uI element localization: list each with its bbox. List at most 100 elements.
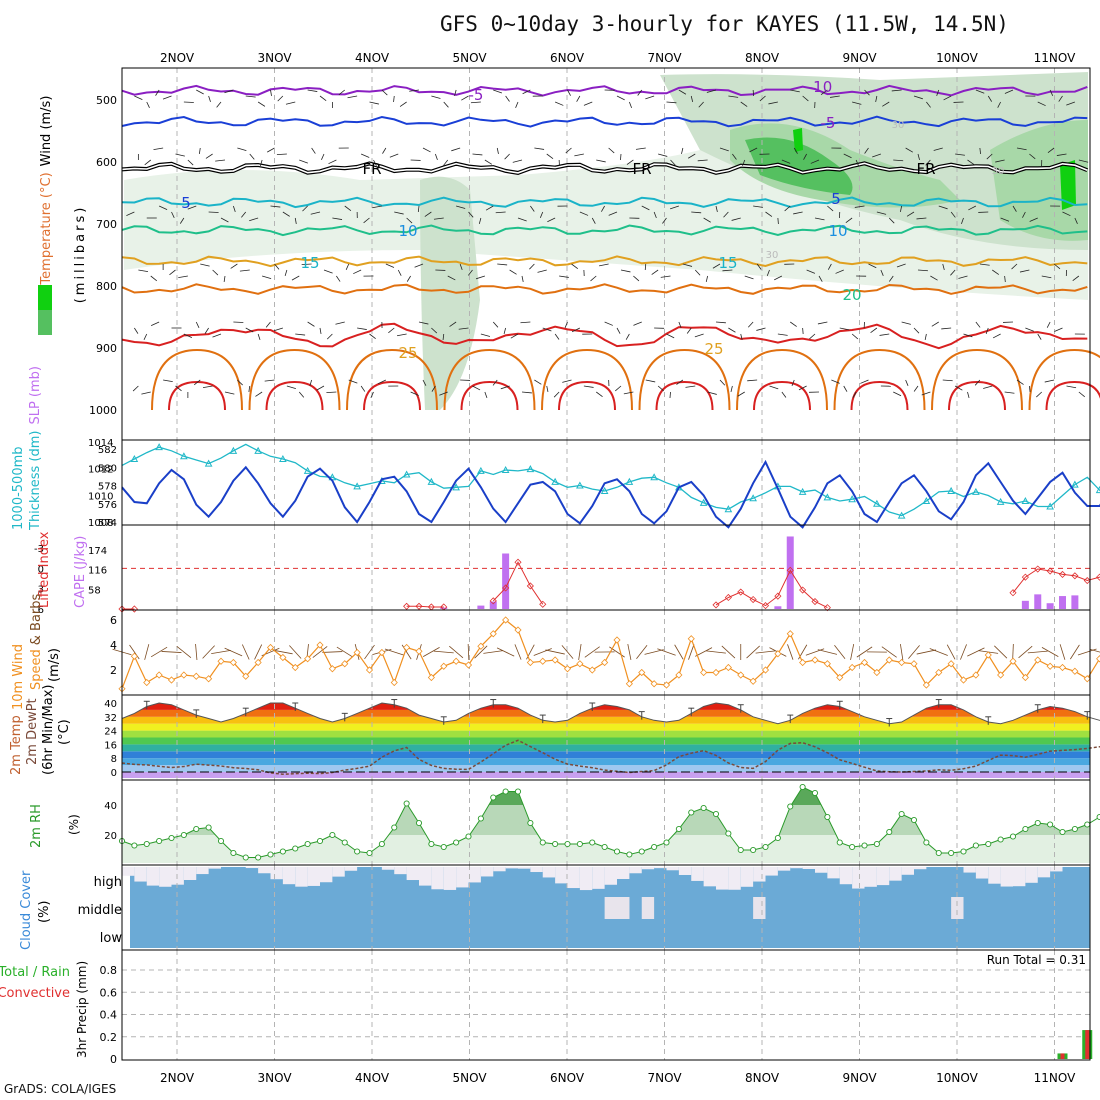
upper-wind-barb [277, 95, 284, 102]
upper-wind-barb [1066, 101, 1076, 106]
upper-wind-barb [220, 217, 229, 223]
upper-wind-barb [1004, 391, 1015, 394]
rh2m-line [121, 786, 1100, 858]
wind10m-point [675, 671, 683, 679]
rh2m-point [886, 828, 893, 836]
isotherm-10 [121, 224, 1088, 237]
rh2m-point [712, 810, 720, 818]
wind10m-point [576, 660, 584, 668]
text-layer: 2NOV 2NOV 3NOV 3NOV 4NOV 4NOV 5NOV 5NOV 6NOV 6NOV… [0, 51, 1086, 1085]
upper-wind-barb [485, 205, 494, 211]
upper-wind-barb [728, 327, 736, 333]
upper-wind-barb [852, 391, 857, 398]
upper-wind-barb [992, 269, 1000, 275]
upper-wind-barb [809, 333, 816, 340]
wind10m-barb [514, 644, 522, 660]
contour-label-17: 30 [992, 166, 1005, 177]
rh2m-point [910, 816, 918, 824]
rh2m-ylabel: 2m RH [29, 804, 44, 848]
cloud-high-clear [765, 867, 778, 876]
upper-wind-barb [410, 391, 419, 396]
rh2m-point [502, 788, 509, 795]
wind10m-barb [384, 648, 404, 656]
thickness-point [180, 452, 188, 460]
wind10m-point [848, 663, 856, 672]
li-point [427, 603, 435, 611]
thickness-point [204, 459, 213, 467]
upper-wind-barb [958, 275, 968, 279]
wind10m-point [514, 626, 522, 634]
rh2m-point [997, 836, 1004, 843]
rh2m-point [589, 839, 596, 846]
rh2m-point [465, 833, 472, 840]
upper-wind-barb [468, 211, 474, 218]
upper-wind-barb [521, 275, 524, 283]
upper-wind-barb [591, 217, 596, 224]
x-label-top-0: 2NOV [160, 51, 195, 65]
rh2m-point [292, 845, 299, 852]
temp2m-label-d: (°C) [57, 719, 72, 745]
upper-wind-barb [596, 159, 606, 163]
rh2m-point [811, 789, 819, 797]
upper-wind-barb [694, 333, 704, 338]
thickness-point [551, 477, 559, 485]
cloud-high-clear [183, 867, 197, 880]
upper-wind-barb [803, 153, 807, 160]
rh2m-point [960, 848, 967, 855]
li-point [526, 582, 534, 590]
upper-wind-barb [208, 211, 219, 213]
upper-wind-barb [1011, 263, 1018, 270]
upper-wind-barb [559, 275, 569, 278]
upper-wind-barb [424, 211, 432, 217]
cloud-high-clear [122, 867, 135, 876]
upper-wind-barb [451, 147, 461, 152]
contour-label-3: FR [362, 160, 381, 178]
upper-wind-barb [175, 385, 182, 392]
thickness-point [229, 446, 238, 454]
upper-wind-barb [662, 217, 667, 224]
wind10m-point [724, 663, 732, 672]
wind10m-point [167, 676, 176, 684]
thickness-point [353, 482, 361, 490]
upper-ytick-0: 500 [96, 94, 117, 107]
wind10m-point [353, 648, 361, 657]
cloud-high-clear [146, 867, 160, 886]
wind10m-barb [850, 644, 855, 660]
upper-wind-barb [212, 269, 219, 276]
upper-wind-barb [146, 101, 150, 108]
cloud-high-clear [282, 867, 296, 885]
upper-wind-barb [765, 211, 773, 217]
upper-wind-barb [942, 263, 945, 271]
rh-shade-5 [745, 137, 853, 195]
wind10m-barb [787, 644, 794, 660]
upper-wind-barb [326, 391, 337, 394]
x-label-top-5: 7NOV [647, 51, 682, 65]
upper-wind-barb [233, 321, 244, 323]
rh2m-point [329, 831, 336, 839]
rh2m-point [428, 840, 435, 848]
thickness-point [155, 443, 163, 451]
cloud-high-clear [208, 867, 221, 869]
cloud-high-clear [914, 867, 927, 870]
upper-wind-barb [827, 263, 832, 270]
upper-wind-barb [955, 153, 965, 156]
wind10m-point [192, 672, 200, 680]
upper-wind-barb [845, 217, 853, 223]
wind10m-barb [273, 649, 293, 655]
wind10m-barb [627, 644, 632, 660]
cloud-high-clear [270, 867, 283, 880]
x-label-top-9: 11NOV [1034, 51, 1076, 65]
upper-wind-barb [1004, 275, 1006, 283]
upper-wind-barb [974, 379, 981, 386]
wind10m-point [1046, 662, 1054, 670]
wind10m-barb [449, 645, 464, 659]
upper-wind-barb [893, 159, 904, 162]
rh2m-point [564, 840, 571, 848]
upper-wind-barb [864, 147, 869, 154]
upper-wind-barb [459, 263, 463, 271]
upper-wind-barb [442, 333, 445, 341]
precip-ytick-3: 0.2 [100, 1031, 118, 1044]
upper-wind-barb [995, 159, 1005, 163]
wind10m-point [749, 677, 757, 685]
li-line-3 [715, 569, 828, 609]
